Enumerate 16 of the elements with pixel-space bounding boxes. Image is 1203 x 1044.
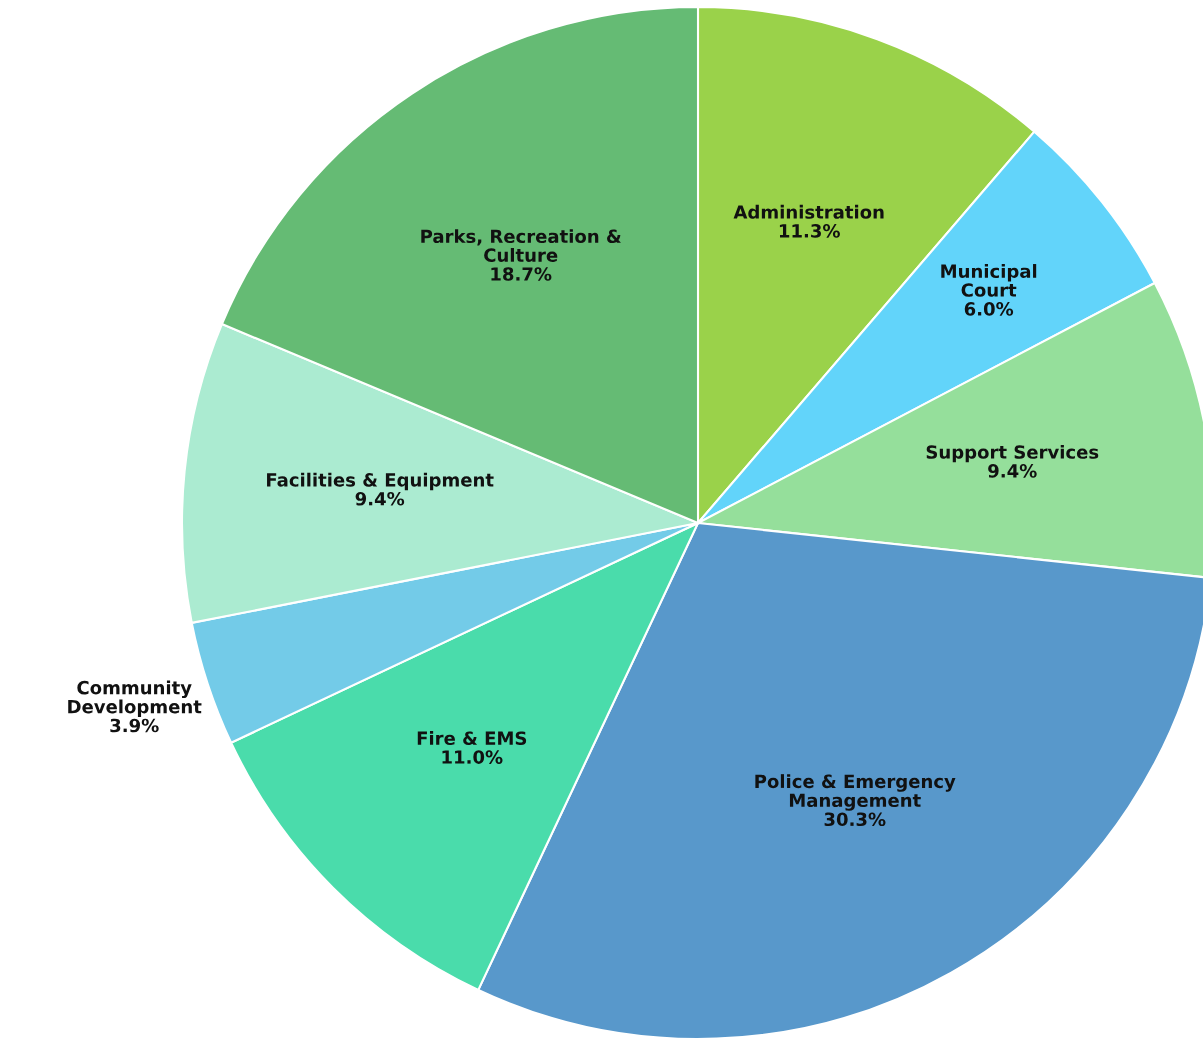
data-label: 11.0% <box>442 750 503 764</box>
slice-label: Police & Emergency Management <box>755 774 956 811</box>
slice-label: Administration <box>733 204 884 219</box>
data-label: 9.4% <box>988 464 1037 478</box>
slice-label: Facilities & Equipment <box>267 472 494 491</box>
slice-label: Municipal Court <box>941 264 1037 297</box>
data-label: 11.3% <box>779 224 840 238</box>
slice-label: Parks, Recreation & Culture <box>421 229 621 262</box>
data-label: 30.3% <box>824 812 886 827</box>
data-label: 9.4% <box>355 491 405 506</box>
slice-label: Support Services <box>926 444 1099 463</box>
slice-label: Fire & EMS <box>417 731 527 746</box>
slice-label: Community Development <box>68 680 202 717</box>
data-label: 18.7% <box>491 267 552 281</box>
data-label: 3.9% <box>110 718 159 733</box>
data-label: 6.0% <box>964 302 1014 316</box>
